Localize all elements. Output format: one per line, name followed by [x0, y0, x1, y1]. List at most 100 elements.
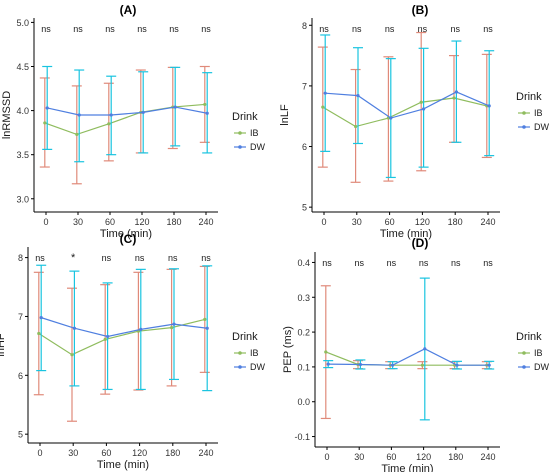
legend-title: Drink — [232, 331, 258, 343]
x-tick-label: 180 — [166, 217, 181, 227]
significance-label: ns — [105, 24, 115, 34]
data-point — [141, 110, 145, 114]
x-tick-label: 30 — [352, 217, 362, 227]
x-tick-label: 30 — [354, 452, 364, 462]
y-tick-label: 6 — [18, 371, 23, 381]
legend-swatch-point — [238, 365, 242, 369]
data-point — [356, 94, 360, 98]
y-tick-label: 7 — [302, 81, 307, 91]
data-point — [420, 363, 424, 367]
series-line — [47, 106, 208, 116]
legend-label: DW — [250, 142, 265, 152]
panel-letter: (C) — [120, 232, 137, 246]
x-tick-label: 60 — [105, 217, 115, 227]
data-point — [455, 363, 459, 367]
series-line — [325, 91, 490, 119]
data-point — [45, 106, 49, 110]
legend: Drink IB DW — [516, 91, 549, 132]
x-tick-label: 0 — [37, 448, 42, 458]
x-tick-label: 0 — [324, 452, 329, 462]
significance-label: ns — [385, 24, 395, 34]
significance-label: ns — [418, 24, 428, 34]
legend-label: IB — [534, 348, 543, 358]
data-point — [103, 337, 107, 342]
x-tick-label: 180 — [448, 217, 463, 227]
data-point — [321, 105, 325, 109]
x-tick-label: 30 — [73, 217, 83, 227]
series-dw — [42, 65, 213, 163]
x-tick-label: 0 — [43, 217, 48, 227]
series-ib — [320, 285, 492, 420]
significance-label: ns — [169, 24, 179, 34]
legend-swatch-point — [522, 111, 526, 115]
data-point — [203, 102, 207, 107]
data-point — [391, 363, 395, 367]
significance-label: * — [71, 252, 76, 264]
legend-label: IB — [250, 348, 259, 358]
data-point — [37, 331, 41, 336]
legend: Drink IB DW — [232, 331, 265, 372]
panel-a: (A) 3.0 3.5 4.0 4.5 5.0 0 30 60 120 180 240 Time (mi… — [1, 3, 265, 240]
data-point — [454, 90, 458, 94]
series-ib — [317, 31, 492, 183]
data-point — [43, 121, 47, 125]
panel-letter: (B) — [412, 3, 429, 17]
significance-label: ns — [419, 258, 429, 268]
significance-label: ns — [352, 24, 362, 34]
legend-label: DW — [250, 362, 265, 372]
y-axis-title: lnRMSSD — [1, 91, 13, 139]
legend-label: DW — [534, 362, 549, 372]
data-point — [107, 122, 111, 126]
significance-label: ns — [137, 24, 147, 34]
data-point — [72, 326, 76, 330]
y-tick-label: 0.2 — [297, 328, 310, 338]
significance-label: ns — [201, 24, 211, 34]
data-point — [422, 107, 426, 111]
series-dw — [323, 277, 495, 421]
y-tick-label: 7 — [18, 312, 23, 322]
significance-label: ns — [450, 24, 460, 34]
y-axis-title: lnLF — [279, 104, 291, 126]
legend-swatch-point — [522, 125, 526, 129]
x-axis-title: Time (min) — [381, 463, 433, 472]
panel-letter: (A) — [120, 3, 137, 17]
x-tick-label: 60 — [101, 448, 111, 458]
x-tick-label: 240 — [198, 217, 213, 227]
series-line — [38, 318, 205, 356]
significance-label: ns — [73, 24, 83, 34]
data-point — [487, 363, 491, 367]
x-axis-title: Time (min) — [100, 228, 152, 240]
y-tick-label: 6 — [302, 142, 307, 152]
significance-label: ns — [354, 258, 364, 268]
legend-swatch-point — [238, 351, 242, 355]
series-ib — [33, 265, 210, 422]
x-axis-title: Time (min) — [380, 228, 432, 240]
x-tick-label: 120 — [415, 217, 430, 227]
significance-label: ns — [41, 24, 51, 34]
y-axis-title: PEP (ms) — [282, 326, 294, 373]
significance-label: ns — [168, 253, 178, 263]
x-tick-label: 180 — [448, 452, 463, 462]
significance-label: ns — [483, 258, 493, 268]
y-tick-label: 0.4 — [297, 258, 310, 268]
y-tick-label: 5.0 — [16, 18, 29, 28]
data-point — [419, 100, 423, 104]
y-tick-label: 4.0 — [16, 106, 29, 116]
x-tick-label: 180 — [165, 448, 180, 458]
data-point — [389, 116, 393, 120]
legend-title: Drink — [516, 331, 542, 343]
y-tick-label: 8 — [18, 253, 23, 263]
panel-c: (C) 5 6 7 8 0 30 60 120 180 240 Time (min) lnHF ns * ns… — [0, 232, 265, 471]
significance-label: ns — [102, 253, 112, 263]
series-ib — [39, 65, 210, 185]
y-tick-label: 5 — [302, 203, 307, 213]
x-axis-title: Time (min) — [97, 459, 149, 471]
data-point — [39, 316, 43, 320]
y-tick-label: 4.5 — [16, 62, 29, 72]
data-point — [423, 347, 427, 351]
data-point — [109, 113, 113, 117]
x-tick-label: 60 — [386, 452, 396, 462]
y-tick-label: 5 — [18, 430, 23, 440]
significance-label: ns — [483, 24, 493, 34]
significance-label: ns — [201, 253, 211, 263]
